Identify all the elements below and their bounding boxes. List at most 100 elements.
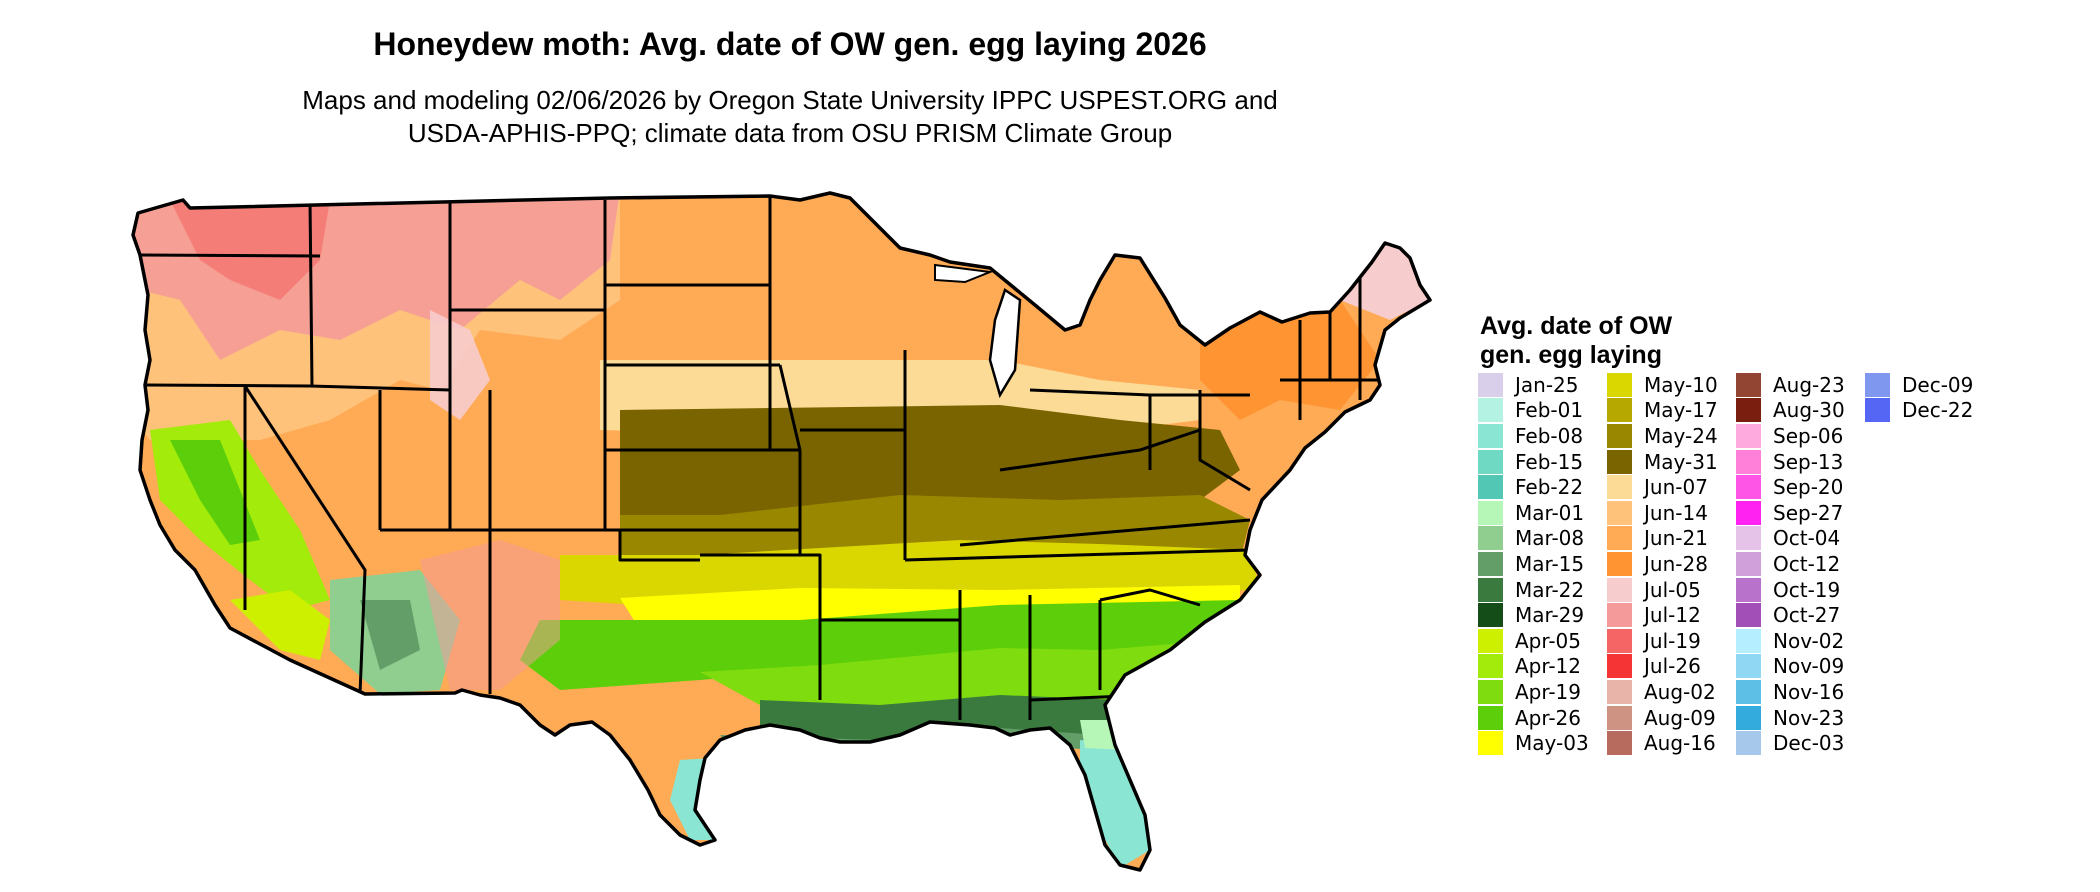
legend-item: Aug-02 [1607,679,1716,705]
legend-swatch [1736,577,1761,602]
legend-item: Jun-07 [1607,474,1708,500]
legend-swatch [1478,423,1503,448]
legend-item: Nov-16 [1736,679,1844,705]
legend-title-line-2: gen. egg laying [1480,341,1662,369]
legend-item: Aug-09 [1607,705,1716,731]
legend-label: Nov-16 [1773,679,1845,704]
legend-label: Mar-29 [1515,603,1585,628]
legend-item: Sep-20 [1736,474,1843,500]
legend-label: Jul-26 [1644,654,1701,679]
legend-swatch [1478,500,1503,525]
legend-title-line-1: Avg. date of OW [1480,312,1673,340]
legend-label: Oct-19 [1773,577,1841,602]
legend-label: Nov-09 [1773,654,1845,679]
legend-item: Oct-19 [1736,577,1840,603]
legend-item: Feb-08 [1478,423,1583,449]
legend-swatch [1607,577,1632,602]
legend-label: Mar-08 [1515,526,1585,551]
legend-label: Apr-12 [1515,654,1581,679]
legend-item: Feb-22 [1478,474,1583,500]
legend-label: Jul-12 [1644,603,1701,628]
legend-label: Jun-07 [1644,475,1708,500]
legend-swatch [1607,372,1632,397]
legend-label: Aug-16 [1644,731,1716,756]
legend-label: Jun-14 [1644,500,1708,525]
legend-swatch [1478,679,1503,704]
legend-label: Aug-02 [1644,679,1716,704]
legend-item: Mar-22 [1478,577,1584,603]
legend-swatch [1478,628,1503,653]
legend-item: Jun-21 [1607,526,1708,552]
legend-label: Jun-28 [1644,551,1708,576]
legend-label: Oct-27 [1773,603,1841,628]
legend-swatch [1478,475,1503,500]
legend-swatch [1736,475,1761,500]
legend-title: Avg. date of OW gen. egg laying [1480,312,1672,370]
subtitle-line-1: Maps and modeling 02/06/2026 by Oregon S… [302,85,1278,115]
legend-label: Aug-23 [1773,372,1845,397]
legend-item: Apr-26 [1478,705,1581,731]
legend-swatch [1607,628,1632,653]
legend-swatch [1478,398,1503,423]
legend-item: Dec-09 [1865,372,1973,398]
legend-label: Nov-02 [1773,628,1845,653]
legend-label: Jun-21 [1644,526,1708,551]
legend-label: May-10 [1644,372,1718,397]
legend-item: Sep-27 [1736,500,1843,526]
legend-item: Feb-15 [1478,449,1583,475]
legend-item: Mar-08 [1478,526,1584,552]
legend-label: Jan-25 [1515,372,1579,397]
legend-label: Mar-01 [1515,500,1585,525]
legend-label: Dec-22 [1902,398,1974,423]
legend-swatch [1736,628,1761,653]
legend-label: May-24 [1644,423,1718,448]
legend-item: Jan-25 [1478,372,1579,398]
legend-label: Oct-12 [1773,551,1841,576]
phenology-zone [620,585,1240,630]
legend-swatch [1607,603,1632,628]
legend-item: Nov-09 [1736,654,1844,680]
phenology-zone [1080,720,1130,750]
legend-item: Jul-19 [1607,628,1701,654]
legend-label: Sep-20 [1773,475,1844,500]
legend-label: Mar-22 [1515,577,1585,602]
legend-label: Aug-09 [1644,705,1716,730]
legend-swatch [1478,705,1503,730]
legend-item: Jul-26 [1607,654,1701,680]
legend: Jan-25 Feb-01 Feb-08 Feb-15 Feb-22 Mar-01 Mar-… [1478,372,2038,772]
phenology-zone [170,200,330,300]
legend-swatch [1607,551,1632,576]
legend-item: Feb-01 [1478,398,1583,424]
legend-item: Oct-04 [1736,526,1840,552]
legend-item: May-31 [1607,449,1718,475]
legend-label: Feb-15 [1515,449,1584,474]
legend-swatch [1865,372,1890,397]
phenology-zone [720,728,1100,760]
legend-item: Apr-05 [1478,628,1581,654]
legend-item: Jun-14 [1607,500,1708,526]
legend-swatch [1478,449,1503,474]
legend-swatch [1607,475,1632,500]
legend-swatch [1736,731,1761,756]
map-title: Honeydew moth: Avg. date of OW gen. egg … [373,26,1207,62]
legend-label: Sep-27 [1773,500,1844,525]
legend-swatch [1607,654,1632,679]
legend-label: May-17 [1644,398,1718,423]
legend-item: Oct-12 [1736,551,1840,577]
legend-swatch [1736,679,1761,704]
legend-swatch [1607,731,1632,756]
legend-label: Sep-06 [1773,423,1844,448]
phenology-zone [360,600,420,670]
us-phenology-map [131,191,1432,872]
legend-label: Apr-05 [1515,628,1581,653]
legend-item: Mar-01 [1478,500,1584,526]
legend-swatch [1736,551,1761,576]
legend-swatch [1478,526,1503,551]
phenology-zone [620,405,1240,520]
legend-label: Aug-30 [1773,398,1845,423]
legend-label: Feb-01 [1515,398,1584,423]
legend-item: Jul-12 [1607,602,1701,628]
legend-label: Dec-09 [1902,372,1974,397]
phenology-zone [230,590,330,660]
legend-item: Aug-23 [1736,372,1845,398]
